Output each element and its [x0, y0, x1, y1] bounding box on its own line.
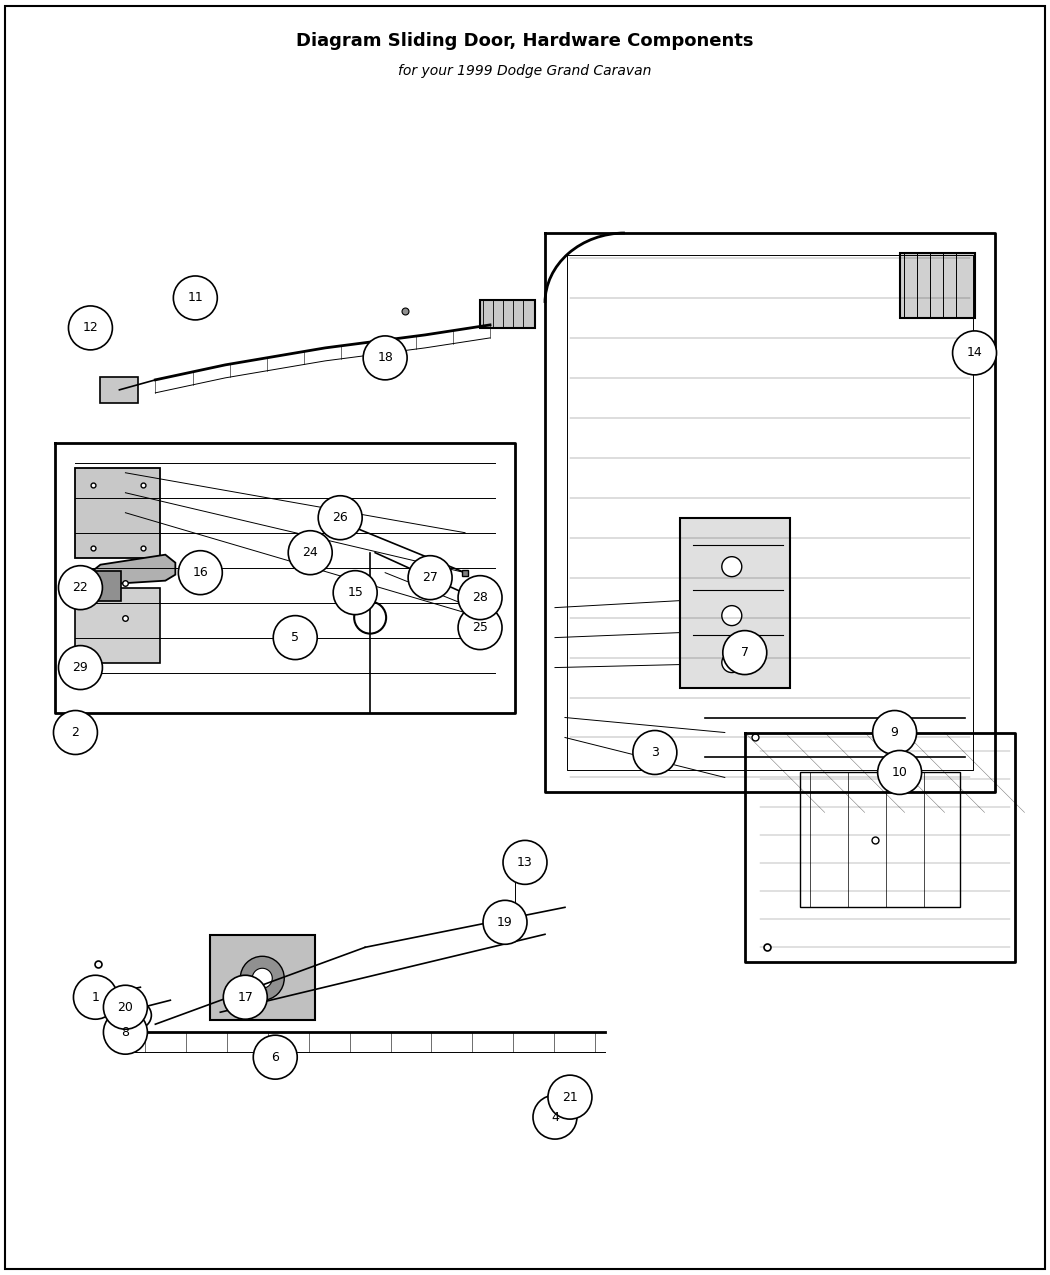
- Text: 18: 18: [377, 352, 393, 365]
- Circle shape: [721, 557, 741, 576]
- Circle shape: [503, 840, 547, 885]
- FancyBboxPatch shape: [480, 300, 536, 328]
- Circle shape: [721, 606, 741, 626]
- Circle shape: [173, 275, 217, 320]
- Text: 7: 7: [741, 646, 749, 659]
- Text: 9: 9: [890, 725, 899, 739]
- Circle shape: [483, 900, 527, 945]
- Text: 27: 27: [422, 571, 438, 584]
- Text: 29: 29: [72, 660, 88, 674]
- Polygon shape: [90, 555, 175, 585]
- Circle shape: [633, 731, 677, 774]
- Text: 13: 13: [517, 856, 532, 868]
- Circle shape: [878, 751, 922, 794]
- Text: 15: 15: [348, 586, 363, 599]
- FancyBboxPatch shape: [800, 773, 960, 908]
- Text: 21: 21: [562, 1090, 578, 1104]
- Text: 2: 2: [71, 725, 80, 739]
- Text: 10: 10: [891, 766, 907, 779]
- Text: 1: 1: [91, 991, 100, 1003]
- Circle shape: [548, 1075, 592, 1119]
- Circle shape: [224, 975, 268, 1019]
- Text: 5: 5: [291, 631, 299, 644]
- FancyBboxPatch shape: [76, 588, 161, 663]
- Circle shape: [68, 306, 112, 349]
- Text: Diagram Sliding Door, Hardware Components: Diagram Sliding Door, Hardware Component…: [296, 32, 754, 50]
- Circle shape: [458, 606, 502, 649]
- Text: 6: 6: [271, 1051, 279, 1063]
- Text: 12: 12: [83, 321, 99, 334]
- Text: 19: 19: [497, 915, 512, 928]
- Circle shape: [333, 571, 377, 615]
- Circle shape: [533, 1095, 576, 1139]
- Text: 8: 8: [122, 1025, 129, 1039]
- Circle shape: [354, 602, 386, 634]
- Circle shape: [873, 710, 917, 755]
- Circle shape: [252, 968, 272, 988]
- Circle shape: [721, 653, 741, 673]
- Text: for your 1999 Dodge Grand Caravan: for your 1999 Dodge Grand Caravan: [398, 64, 652, 78]
- Circle shape: [59, 566, 103, 609]
- FancyBboxPatch shape: [76, 468, 161, 557]
- Circle shape: [289, 530, 332, 575]
- Text: 14: 14: [967, 347, 983, 360]
- Text: 11: 11: [188, 292, 204, 305]
- FancyBboxPatch shape: [210, 936, 315, 1020]
- Circle shape: [74, 975, 118, 1019]
- Circle shape: [458, 575, 502, 620]
- Circle shape: [408, 556, 453, 599]
- Text: 22: 22: [72, 581, 88, 594]
- Circle shape: [240, 956, 285, 1000]
- Text: 3: 3: [651, 746, 658, 759]
- FancyBboxPatch shape: [679, 518, 790, 687]
- Circle shape: [178, 551, 223, 594]
- Circle shape: [103, 1010, 147, 1054]
- Circle shape: [722, 631, 766, 674]
- Text: 24: 24: [302, 546, 318, 560]
- Text: 17: 17: [237, 991, 253, 1003]
- Circle shape: [54, 710, 98, 755]
- Text: 26: 26: [332, 511, 348, 524]
- Text: 4: 4: [551, 1111, 559, 1123]
- Text: 25: 25: [472, 621, 488, 634]
- FancyBboxPatch shape: [101, 377, 139, 403]
- FancyBboxPatch shape: [900, 252, 974, 317]
- Text: 16: 16: [192, 566, 208, 579]
- Circle shape: [103, 986, 147, 1029]
- Circle shape: [952, 332, 996, 375]
- Circle shape: [363, 335, 407, 380]
- Circle shape: [318, 496, 362, 539]
- FancyBboxPatch shape: [83, 571, 122, 601]
- Circle shape: [59, 645, 103, 690]
- Circle shape: [253, 1035, 297, 1079]
- Text: 20: 20: [118, 1001, 133, 1014]
- Circle shape: [273, 616, 317, 659]
- Text: 28: 28: [472, 592, 488, 604]
